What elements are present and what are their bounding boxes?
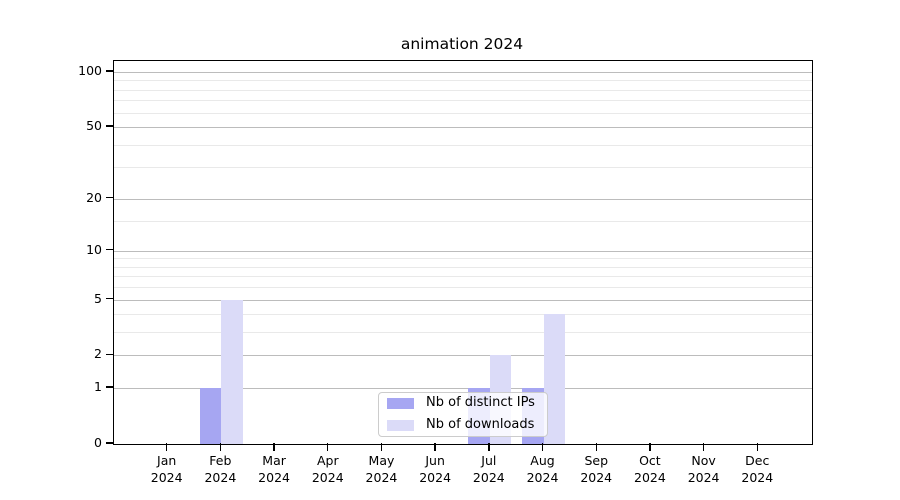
x-tick-label: Jul 2024 <box>449 453 529 486</box>
x-tick-year: 2024 <box>204 469 237 485</box>
legend: Nb of distinct IPs Nb of downloads <box>378 392 548 437</box>
y-tick-mark <box>106 70 113 72</box>
y-tick-mark <box>106 297 113 300</box>
legend-swatch <box>387 420 414 431</box>
x-tick-mark <box>488 443 490 451</box>
x-tick-label: Nov 2024 <box>664 453 744 486</box>
x-tick-mark <box>702 443 705 451</box>
y-gridline-major <box>114 388 812 390</box>
y-tick-mark <box>106 353 113 356</box>
y-gridline-minor <box>114 332 812 334</box>
x-tick-label: Apr 2024 <box>288 453 368 486</box>
x-tick-label: Mar 2024 <box>234 453 314 486</box>
y-gridline-minor <box>114 287 812 289</box>
x-tick-label: Aug 2024 <box>503 453 583 486</box>
x-tick-label: Feb 2024 <box>180 453 260 486</box>
x-tick-month: Mar <box>262 453 286 468</box>
x-tick-month: May <box>368 453 395 468</box>
y-gridline-major <box>114 355 812 357</box>
y-gridline-minor <box>114 258 812 260</box>
x-tick-label: May 2024 <box>341 453 421 486</box>
y-gridline-major <box>114 198 812 200</box>
x-tick-year: 2024 <box>526 469 559 485</box>
x-tick-year: 2024 <box>472 469 505 485</box>
y-gridline-minor <box>114 314 812 316</box>
x-tick-mark <box>541 443 544 451</box>
x-tick-month: Aug <box>530 453 555 468</box>
x-tick-mark <box>219 443 222 451</box>
y-tick-label: 5 <box>94 290 102 306</box>
y-tick-label: 10 <box>86 241 102 257</box>
y-tick-label: 0 <box>94 435 102 450</box>
x-tick-month: Dec <box>745 453 770 468</box>
x-tick-year: 2024 <box>311 469 344 485</box>
x-tick-year: 2024 <box>419 469 452 485</box>
y-tick-mark <box>106 196 113 199</box>
x-tick-mark <box>595 443 597 451</box>
y-gridline-minor <box>114 89 812 91</box>
legend-item: Nb of downloads <box>379 415 547 437</box>
y-tick-mark <box>106 249 113 251</box>
x-tick-year: 2024 <box>258 469 290 485</box>
y-tick-label: 1 <box>94 379 102 395</box>
x-tick-label: Jun 2024 <box>395 453 475 486</box>
legend-item: Nb of distinct IPs <box>379 393 547 415</box>
x-tick-year: 2024 <box>687 469 720 485</box>
x-tick-mark <box>434 443 436 451</box>
x-tick-month: Oct <box>639 453 661 468</box>
y-tick-label: 20 <box>86 189 102 205</box>
x-tick-month: Jun <box>425 453 445 468</box>
x-tick-mark <box>166 443 168 451</box>
y-gridline-minor <box>114 220 812 222</box>
x-tick-mark <box>273 443 275 451</box>
x-tick-label: Jan 2024 <box>127 453 207 486</box>
x-tick-year: 2024 <box>634 469 666 485</box>
bar-downloads <box>221 299 243 444</box>
x-tick-mark <box>756 443 758 451</box>
y-gridline-minor <box>114 100 812 102</box>
x-tick-month: Feb <box>209 453 232 468</box>
x-tick-mark <box>380 443 383 451</box>
y-tick-mark <box>106 442 113 444</box>
y-tick-mark <box>106 386 113 388</box>
y-tick-label: 100 <box>78 63 102 78</box>
legend-swatch <box>387 398 414 409</box>
x-tick-month: Jan <box>157 453 177 468</box>
y-gridline-minor <box>114 80 812 82</box>
x-tick-month: Apr <box>316 453 339 468</box>
y-gridline-minor <box>114 276 812 278</box>
x-tick-label: Dec 2024 <box>717 453 797 486</box>
y-gridline-major <box>114 250 812 252</box>
y-gridline-minor <box>114 167 812 169</box>
legend-label: Nb of downloads <box>426 417 535 432</box>
x-tick-mark <box>327 443 329 451</box>
x-tick-month: Jul <box>481 453 497 468</box>
x-tick-year: 2024 <box>741 469 774 485</box>
x-tick-year: 2024 <box>365 469 398 485</box>
x-tick-month: Sep <box>584 453 608 468</box>
plot-area <box>113 60 813 445</box>
bar-downloads <box>543 314 566 444</box>
x-tick-month: Nov <box>691 453 716 468</box>
chart-title: animation 2024 <box>400 35 524 53</box>
x-tick-year: 2024 <box>150 469 183 485</box>
y-gridline-major <box>114 127 812 129</box>
x-tick-label: Oct 2024 <box>610 453 690 486</box>
y-gridline-minor <box>114 144 812 146</box>
y-gridline-minor <box>114 112 812 114</box>
y-gridline-major <box>114 72 812 73</box>
y-gridline-minor <box>114 266 812 268</box>
x-tick-label: Sep 2024 <box>556 453 636 486</box>
y-gridline-major <box>114 299 812 301</box>
x-tick-mark <box>649 443 651 451</box>
legend-label: Nb of distinct IPs <box>426 395 535 410</box>
bar-distinct-ips <box>199 388 222 444</box>
y-tick-label: 50 <box>86 118 102 134</box>
y-tick-label: 2 <box>94 346 102 362</box>
y-tick-mark <box>106 125 113 127</box>
x-tick-year: 2024 <box>580 469 613 485</box>
